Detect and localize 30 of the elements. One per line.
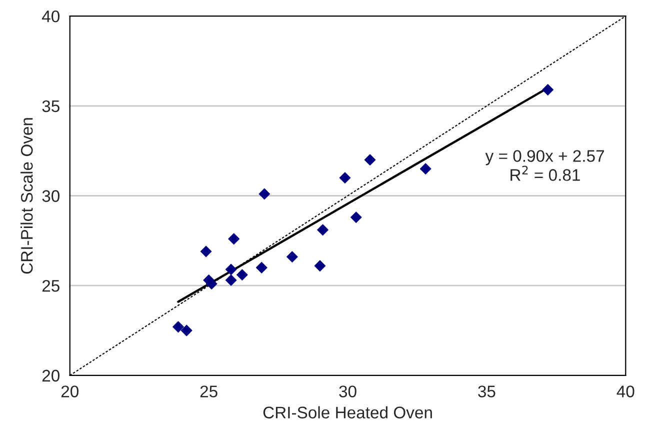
x-tick-label: 25 bbox=[200, 386, 218, 398]
point bbox=[228, 233, 240, 245]
point bbox=[364, 154, 376, 166]
point bbox=[172, 321, 184, 333]
y-tick-label: 40 bbox=[42, 10, 60, 22]
point bbox=[339, 172, 351, 184]
y-tick-label: 30 bbox=[42, 190, 60, 202]
point bbox=[314, 260, 326, 272]
y-tick-label: 35 bbox=[42, 100, 60, 112]
x-tick-label: 40 bbox=[616, 386, 634, 398]
point bbox=[180, 324, 192, 336]
point bbox=[256, 262, 268, 274]
point bbox=[258, 188, 270, 200]
point bbox=[225, 264, 237, 276]
point bbox=[420, 163, 432, 174]
y-tick-label: 20 bbox=[42, 370, 60, 382]
point bbox=[317, 224, 328, 236]
point bbox=[350, 212, 362, 223]
y-tick-label: 25 bbox=[42, 280, 60, 292]
annotation: y = 0.90x + 2.57 R$^{2}$ = 0.81 bbox=[485, 150, 604, 181]
point bbox=[542, 84, 554, 96]
x-axis-title: CRI-Sole Heated Oven bbox=[263, 406, 432, 418]
point bbox=[286, 251, 298, 263]
x-tick-label: 20 bbox=[61, 386, 78, 398]
point bbox=[200, 246, 212, 258]
point bbox=[236, 269, 248, 280]
point bbox=[225, 274, 237, 286]
x-tick-label: 35 bbox=[478, 386, 496, 398]
x-tick-label: 30 bbox=[339, 386, 356, 398]
y-axis-title: CRI-Pilot Scale Oven bbox=[20, 118, 33, 274]
